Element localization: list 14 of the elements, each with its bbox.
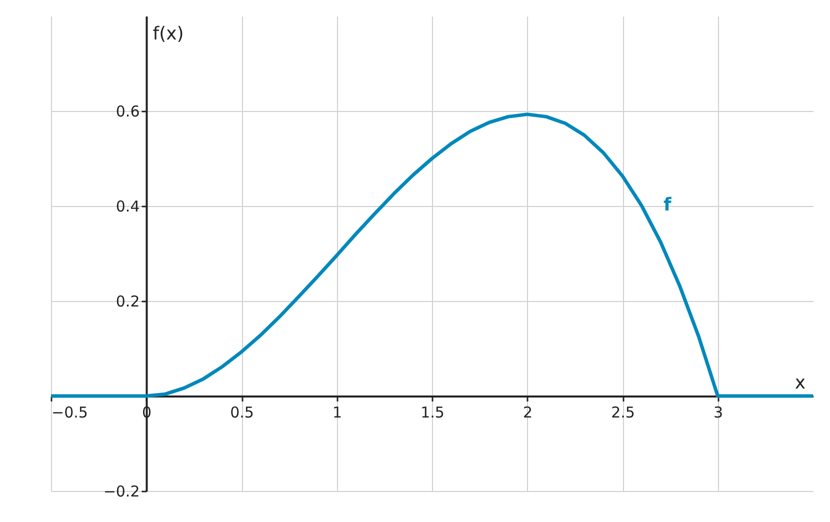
x-tick-label: −0.5 [52,404,88,422]
series-label: f [664,194,672,216]
x-axis-title: x [794,372,806,394]
y-tick-label: 0.6 [116,102,140,120]
x-tick-label: 1 [332,404,342,422]
y-tick-label: 0.2 [116,292,140,310]
x-tick-label: 2.5 [611,404,635,422]
x-tick-label: 3 [713,404,724,422]
y-tick-label: 0.4 [116,198,140,216]
x-tick-label: 0.5 [230,404,254,422]
x-tick-label: 2 [522,404,533,422]
x-tick-label: 1.5 [420,404,444,422]
y-axis-title: f(x) [152,24,184,44]
y-tick-label: −0.2 [103,482,140,500]
